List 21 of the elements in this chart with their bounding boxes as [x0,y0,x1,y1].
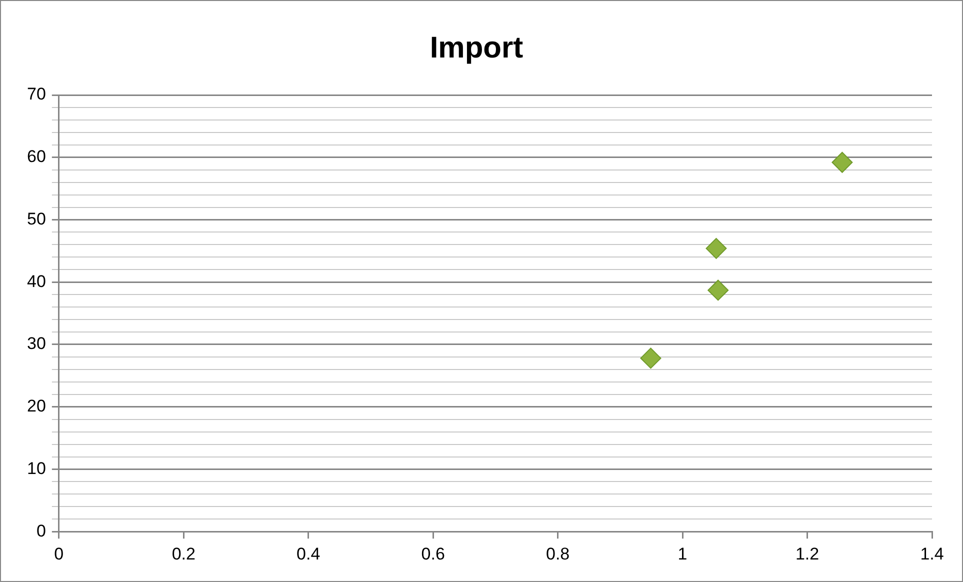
y-tick-label: 70 [26,84,46,104]
x-tick-label: 0.4 [296,544,320,564]
y-tick-label: 40 [26,272,46,291]
y-tick-label: 20 [26,396,46,416]
x-tick-label: 0.6 [421,544,445,564]
y-tick-label: 0 [36,521,46,540]
point [640,348,662,369]
chart-title: Import [430,31,524,64]
x-tick-label: 1 [678,544,688,564]
point [708,280,729,301]
x-tick-label: 0.8 [546,544,570,564]
point [832,152,853,173]
y-tick-label: 30 [26,334,46,354]
x-tick-label: 0 [54,544,64,564]
x-tick-label: 1.4 [920,544,944,564]
point [706,238,727,259]
y-tick-label: 60 [26,147,46,166]
y-tick-label: 50 [26,209,46,228]
x-tick-label: 0.2 [172,544,196,564]
x-tick-label: 1.2 [795,544,820,564]
y-tick-label: 10 [26,458,46,478]
